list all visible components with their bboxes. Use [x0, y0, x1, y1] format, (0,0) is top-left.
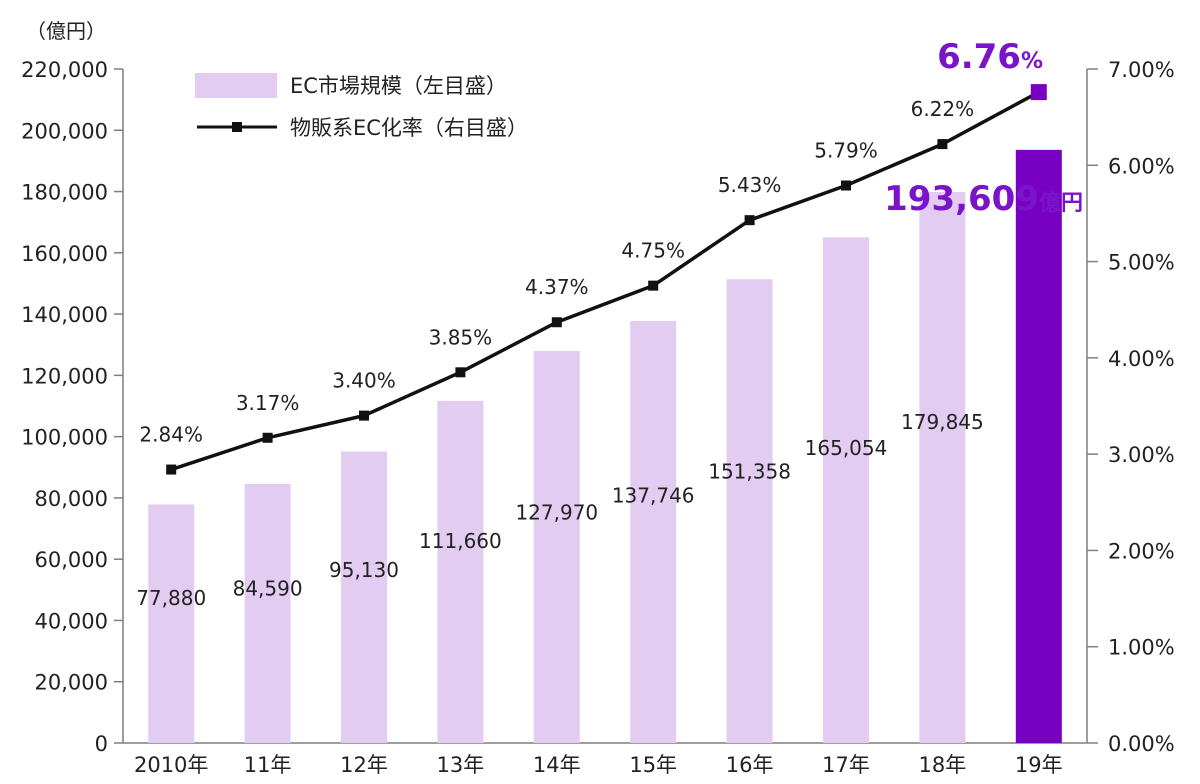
bars [148, 149, 1062, 744]
rate-value-label: 4.37% [525, 275, 589, 299]
x-tick-label: 2010年 [134, 753, 208, 777]
legend-swatch-bar [195, 73, 277, 98]
rate-value-label: 4.75% [621, 239, 685, 263]
bar-highlight [1015, 149, 1062, 744]
data-labels: 77,880 84,590 95,130 111,660 127,970 137,746 1… [136, 97, 984, 610]
bar [341, 451, 387, 743]
left-tick-label: 180,000 [21, 181, 108, 205]
x-tick-label: 16年 [726, 753, 774, 777]
left-tick-label: 200,000 [21, 119, 108, 143]
bar [244, 483, 291, 743]
rate-marker [841, 180, 851, 191]
left-tick-label: 120,000 [21, 364, 108, 388]
right-tick-label: 2.00% [1108, 539, 1175, 563]
bar [437, 400, 484, 743]
left-tick-label: 40,000 [35, 609, 108, 633]
legend-label-line: 物販系EC化率（右目盛） [290, 116, 528, 140]
x-tick-label: 14年 [533, 753, 581, 777]
x-tick-label: 12年 [340, 753, 388, 777]
highlight-rate-label: 6.76% [937, 37, 1043, 77]
legend-label-bar: EC市場規模（左目盛） [290, 74, 507, 98]
left-tick-label: 100,000 [21, 426, 108, 450]
rate-line [166, 84, 1047, 475]
x-tick-label: 17年 [822, 753, 870, 777]
rate-value-label: 3.40% [332, 369, 396, 393]
bar-value-label: 111,660 [419, 529, 502, 553]
rate-value-label: 3.17% [236, 391, 300, 415]
bar [823, 237, 869, 743]
right-tick-label: 0.00% [1108, 732, 1175, 756]
x-tick-label: 15年 [629, 753, 677, 777]
rate-marker [359, 410, 369, 421]
right-tick-label: 5.00% [1108, 251, 1175, 275]
rate-marker [744, 215, 755, 226]
rate-marker [166, 464, 177, 475]
rate-marker-highlight [1030, 84, 1047, 101]
bar-value-label: 95,130 [329, 558, 399, 582]
left-tick-label: 60,000 [35, 548, 108, 572]
left-tick-label: 140,000 [21, 303, 108, 327]
rate-marker [262, 432, 273, 443]
left-axis-unit: （億円） [26, 19, 106, 43]
axes: 0 20,000 40,000 60,000 80,000 100,000 120,000 1… [21, 58, 1175, 777]
left-tick-label: 160,000 [21, 242, 108, 266]
bar [726, 279, 773, 743]
x-tick-label: 13年 [437, 753, 485, 777]
right-tick-label: 7.00% [1108, 58, 1175, 82]
right-tick-label: 3.00% [1108, 443, 1175, 467]
bar-value-label: 137,746 [612, 483, 695, 507]
rate-value-label: 2.84% [139, 423, 203, 447]
rate-value-label: 5.43% [718, 173, 782, 197]
left-tick-label: 80,000 [35, 487, 108, 511]
bar [919, 192, 966, 743]
bar [148, 504, 195, 743]
rate-value-label: 3.85% [429, 325, 493, 349]
x-tick-label: 19年 [1015, 753, 1063, 777]
right-tick-label: 6.00% [1108, 154, 1175, 178]
rate-line-path [170, 90, 1040, 472]
bar-value-label: 127,970 [515, 501, 598, 525]
right-tick-label: 4.00% [1108, 347, 1175, 371]
rate-marker [551, 317, 562, 328]
highlight-bar-label: 193,609億円 [884, 179, 1083, 219]
bar-value-label: 84,590 [233, 576, 303, 600]
legend: EC市場規模（左目盛） 物販系EC化率（右目盛） [195, 73, 528, 140]
bar-value-label: 77,880 [136, 586, 206, 610]
x-tick-label: 18年 [919, 753, 967, 777]
bar [630, 320, 677, 743]
rate-value-label: 5.79% [814, 139, 878, 163]
bar-value-label: 165,054 [805, 436, 888, 460]
rate-marker [937, 139, 948, 150]
rate-value-label: 6.22% [911, 97, 975, 121]
rate-marker [648, 280, 659, 291]
legend-swatch-marker [232, 122, 242, 132]
bar-value-label: 151,358 [708, 460, 791, 484]
highlights: 6.76% 193,609億円 [884, 37, 1083, 219]
left-tick-label: 0 [95, 732, 108, 756]
left-tick-label: 220,000 [21, 58, 108, 82]
rate-marker [455, 367, 466, 378]
bar-value-label: 179,845 [901, 410, 984, 434]
right-tick-label: 1.00% [1108, 636, 1175, 660]
bar [533, 350, 580, 743]
x-tick-label: 11年 [244, 753, 292, 777]
left-tick-label: 20,000 [35, 671, 108, 695]
